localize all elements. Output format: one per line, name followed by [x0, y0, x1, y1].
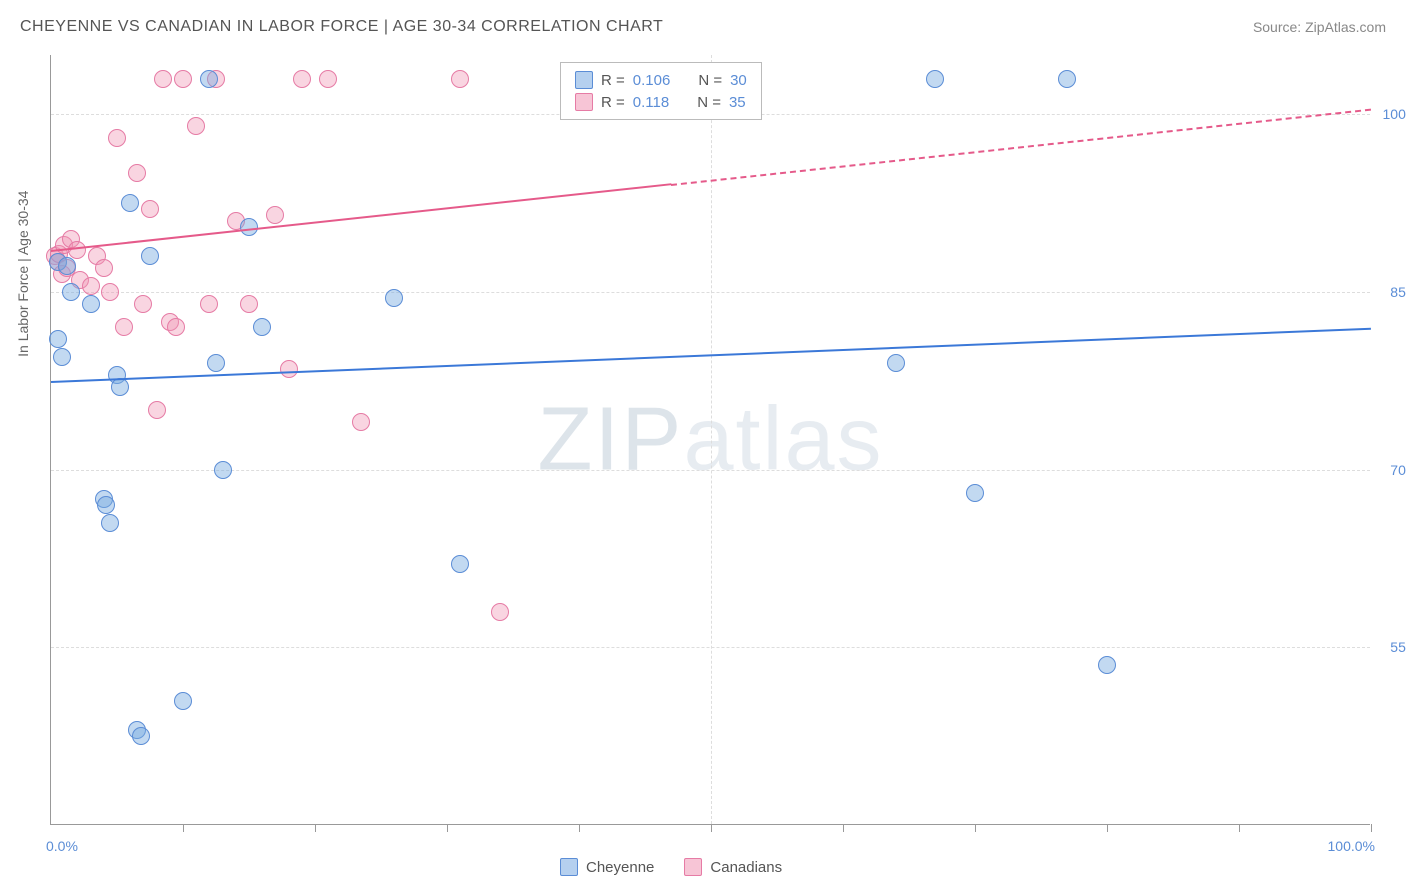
x-tick	[1371, 824, 1372, 832]
y-tick-label: 70.0%	[1375, 462, 1406, 478]
data-point	[134, 295, 152, 313]
x-tick	[975, 824, 976, 832]
data-point	[385, 289, 403, 307]
n-label: N =	[697, 94, 721, 111]
data-point	[148, 401, 166, 419]
r-label: R =	[601, 94, 625, 111]
legend-row: R = 0.118 N = 35	[575, 91, 747, 113]
data-point	[280, 360, 298, 378]
data-point	[101, 283, 119, 301]
data-point	[108, 129, 126, 147]
r-value: 0.118	[633, 94, 669, 111]
trend-line	[671, 108, 1371, 185]
data-point	[451, 555, 469, 573]
data-point	[451, 70, 469, 88]
legend-item: Canadians	[684, 858, 782, 876]
data-point	[214, 461, 232, 479]
data-point	[266, 206, 284, 224]
x-tick	[579, 824, 580, 832]
title-bar: CHEYENNE VS CANADIAN IN LABOR FORCE | AG…	[20, 18, 1386, 36]
data-point	[68, 241, 86, 259]
legend-swatch	[560, 858, 578, 876]
chart-title: CHEYENNE VS CANADIAN IN LABOR FORCE | AG…	[20, 18, 663, 36]
source-label: Source: ZipAtlas.com	[1253, 19, 1386, 35]
data-point	[167, 318, 185, 336]
data-point	[200, 70, 218, 88]
data-point	[82, 277, 100, 295]
data-point	[352, 413, 370, 431]
data-point	[926, 70, 944, 88]
data-point	[58, 257, 76, 275]
data-point	[1058, 70, 1076, 88]
data-point	[174, 70, 192, 88]
data-point	[293, 70, 311, 88]
data-point	[121, 194, 139, 212]
data-point	[491, 603, 509, 621]
r-label: R =	[601, 72, 625, 89]
data-point	[53, 348, 71, 366]
x-tick	[183, 824, 184, 832]
data-point	[966, 484, 984, 502]
data-point	[101, 514, 119, 532]
data-point	[154, 70, 172, 88]
data-point	[253, 318, 271, 336]
y-tick-label: 85.0%	[1375, 284, 1406, 300]
data-point	[128, 164, 146, 182]
data-point	[97, 496, 115, 514]
x-tick	[315, 824, 316, 832]
data-point	[141, 200, 159, 218]
legend-label: Cheyenne	[586, 859, 654, 876]
x-tick	[447, 824, 448, 832]
x-tick-label: 100.0%	[1328, 838, 1375, 854]
n-value: 30	[730, 72, 747, 89]
x-tick	[1239, 824, 1240, 832]
data-point	[887, 354, 905, 372]
data-point	[207, 354, 225, 372]
legend-swatch	[684, 858, 702, 876]
n-label: N =	[698, 72, 722, 89]
series-legend: Cheyenne Canadians	[560, 858, 782, 876]
y-tick-label: 100.0%	[1375, 106, 1406, 122]
legend-swatch	[575, 71, 593, 89]
data-point	[82, 295, 100, 313]
n-value: 35	[729, 94, 746, 111]
legend-swatch	[575, 93, 593, 111]
data-point	[49, 330, 67, 348]
data-point	[95, 259, 113, 277]
trend-line	[51, 184, 672, 253]
data-point	[174, 692, 192, 710]
legend-row: R = 0.106 N = 30	[575, 69, 747, 91]
x-tick	[843, 824, 844, 832]
data-point	[240, 295, 258, 313]
x-tick-label: 0.0%	[46, 838, 78, 854]
r-value: 0.106	[633, 72, 671, 89]
data-point	[132, 727, 150, 745]
x-tick	[711, 824, 712, 832]
data-point	[200, 295, 218, 313]
data-point	[62, 283, 80, 301]
gridline-v	[711, 55, 712, 824]
x-tick	[1107, 824, 1108, 832]
data-point	[141, 247, 159, 265]
y-tick-label: 55.0%	[1375, 639, 1406, 655]
data-point	[115, 318, 133, 336]
y-axis-label: In Labor Force | Age 30-34	[15, 191, 31, 357]
data-point	[187, 117, 205, 135]
legend-item: Cheyenne	[560, 858, 654, 876]
scatter-plot: ZIPatlas 55.0%70.0%85.0%100.0%0.0%100.0%	[50, 55, 1370, 825]
legend-label: Canadians	[710, 859, 782, 876]
data-point	[240, 218, 258, 236]
data-point	[319, 70, 337, 88]
data-point	[1098, 656, 1116, 674]
correlation-legend: R = 0.106 N = 30 R = 0.118 N = 35	[560, 62, 762, 120]
